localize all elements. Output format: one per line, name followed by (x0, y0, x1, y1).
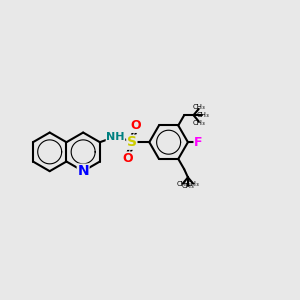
Text: N: N (77, 164, 89, 178)
Text: S: S (127, 135, 137, 149)
Text: CH₃: CH₃ (182, 183, 194, 189)
Text: CH₃: CH₃ (196, 112, 209, 118)
Text: O: O (123, 152, 134, 165)
Text: NH: NH (106, 132, 125, 142)
Text: CH₃: CH₃ (176, 181, 189, 187)
Text: CH₃: CH₃ (193, 120, 206, 126)
Text: CH₃: CH₃ (187, 181, 200, 187)
Text: CH₃: CH₃ (193, 104, 206, 110)
Text: F: F (194, 136, 202, 149)
Text: O: O (130, 119, 141, 132)
